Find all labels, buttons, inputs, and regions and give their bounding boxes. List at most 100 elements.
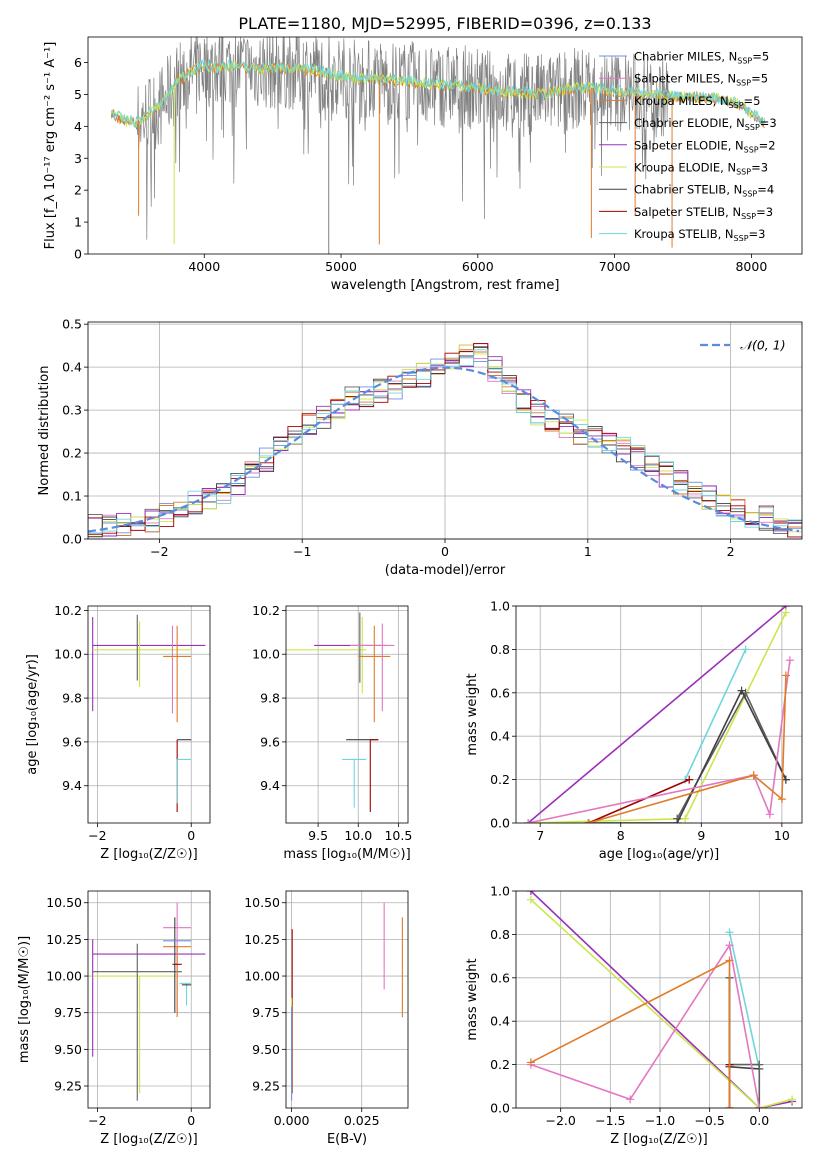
- gridlines: [88, 891, 210, 1108]
- plot-area: [286, 612, 395, 813]
- y-tick-label: 1.0: [490, 599, 510, 614]
- weight-marker-salpeter_miles: [626, 1095, 635, 1104]
- x-tick-label: 8000: [735, 259, 767, 274]
- age-vs-mass-panel: 9.5 10.0 10.5 9.4 9.6 9.8 10.0 10.2 mass [log₁₀(…: [252, 603, 412, 862]
- legend-count: =2: [759, 138, 776, 152]
- y-tick-label: 1.0: [490, 884, 510, 899]
- spectrum-panel: 4000 5000 6000 7000 8000 0 1 2 3 4 5 6 wavelength [A…: [43, 36, 803, 293]
- legend-label-gaussian: 𝒩(0, 1): [740, 338, 786, 353]
- weight-marker-chabrier_stelib: [737, 686, 746, 695]
- weight-line-kroupa_miles: [588, 675, 787, 823]
- y-tick-label: 2: [74, 183, 82, 198]
- y-tick-label: 0.4: [490, 729, 510, 744]
- legend-subscript: SSP: [742, 190, 757, 199]
- ticks: −2.0 −1.5 −1.0 −0.5 0.0 0.0 0.2 0.4 0.6 0.8 1.0: [490, 884, 769, 1129]
- y-tick-label: 10.2: [252, 603, 280, 618]
- ticks: 7 8 9 10 0.0 0.2 0.4 0.6 0.8 1.0: [490, 599, 790, 844]
- ticks: −2 −1 0 1 2 0.0 0.1 0.2 0.3 0.4 0.5: [62, 317, 734, 559]
- x-tick-label: −0.5: [694, 1113, 724, 1128]
- x-tick-label: 0.0: [749, 1113, 769, 1128]
- x-axis-label: mass [log₁₀(M/M☉)]: [283, 847, 410, 862]
- x-tick-label: 10: [774, 828, 790, 843]
- weight-marker-kroupa_stelib: [725, 928, 734, 937]
- plot-area: [291, 902, 403, 1101]
- x-tick-label: 7000: [599, 259, 631, 274]
- y-axis-label: mass weight: [465, 958, 480, 1040]
- legend-count: =3: [756, 205, 773, 219]
- y-tick-label: 9.50: [252, 1042, 280, 1057]
- weight-line-salpeter_miles: [527, 660, 791, 823]
- legend-subscript: SSP: [741, 212, 756, 221]
- ticks: 4000 5000 6000 7000 8000 0 1 2 3 4 5 6: [74, 55, 767, 274]
- legend-count: =5: [752, 50, 769, 64]
- weight-marker-salpeter_miles: [755, 1104, 764, 1108]
- y-tick-label: 0.0: [490, 816, 510, 831]
- gridlines: [88, 606, 210, 823]
- x-tick-label: −2: [150, 544, 168, 559]
- y-tick-label: 0.6: [490, 685, 510, 700]
- y-tick-label: 0.3: [62, 403, 82, 418]
- legend-subscript: SSP: [744, 145, 759, 154]
- y-axis-label: mass [log₁₀(M/M☉)]: [17, 936, 32, 1063]
- weight-marker-kroupa_stelib: [741, 645, 750, 654]
- axes-frame: [87, 890, 211, 1109]
- y-tick-label: 0.8: [490, 927, 510, 942]
- legend-subscript: SSP: [736, 79, 751, 88]
- x-tick-label: 0.025: [344, 1113, 380, 1128]
- plot-area: [88, 343, 802, 539]
- axes-frame: [87, 321, 803, 540]
- histogram-salpeter_stelib: [88, 343, 802, 539]
- x-tick-label: 0: [441, 544, 449, 559]
- y-tick-label: 9.6: [62, 734, 82, 749]
- weight-line-chabrier_stelib: [588, 688, 787, 823]
- mass-vs-ebv-panel: 0.000 0.025 9.25 9.50 9.75 10.00 10.25 10.50 E(B…: [244, 890, 409, 1147]
- weight-marker-salpeter_miles: [524, 819, 533, 823]
- y-tick-label: 9.25: [54, 1079, 82, 1094]
- plot-area: [524, 606, 794, 823]
- ticks: 9.5 10.0 10.5 9.4 9.6 9.8 10.0 10.2: [252, 603, 412, 843]
- x-tick-label: 9: [697, 828, 705, 843]
- legend-count: =3: [760, 116, 777, 130]
- axes-frame: [285, 605, 409, 824]
- x-axis-label: (data-model)/error: [385, 563, 506, 578]
- histogram-kroupa_stelib: [88, 349, 802, 539]
- plot-area: [92, 614, 206, 813]
- weight-marker-chabrier_stelib: [673, 819, 682, 823]
- plot-area: [526, 891, 797, 1108]
- legend-count: =3: [749, 227, 766, 241]
- x-axis-label: Z [log₁₀(Z/Z☉)]: [100, 1132, 197, 1147]
- observed-spectrum-line: [110, 37, 766, 240]
- y-tick-label: 10.2: [54, 603, 82, 618]
- x-tick-label: 7: [536, 828, 544, 843]
- weight-line-kroupa_stelib: [728, 932, 761, 1070]
- legend-label: Salpeter MILES, NSSP=5: [634, 72, 768, 88]
- x-axis-label: age [log₁₀(age/yr)]: [599, 847, 720, 862]
- y-tick-label: 0.4: [62, 360, 82, 375]
- legend-subscript: SSP: [736, 168, 751, 177]
- y-tick-label: 9.4: [62, 778, 82, 793]
- x-tick-label: −1.0: [645, 1113, 675, 1128]
- legend-label: Salpeter STELIB, NSSP=3: [634, 205, 773, 221]
- weight-marker-salpeter_stelib: [685, 775, 694, 784]
- weight-marker-kroupa_miles: [777, 795, 786, 804]
- y-tick-label: 9.50: [54, 1042, 82, 1057]
- y-axis-label: Flux [f_λ 10⁻¹⁷ erg cm⁻² s⁻¹ A⁻¹]: [43, 42, 58, 250]
- y-tick-label: 5: [74, 87, 82, 102]
- x-tick-label: 4000: [188, 259, 220, 274]
- x-tick-label: 1: [584, 544, 592, 559]
- weight-line-kroupa_elodie: [530, 899, 793, 1108]
- x-axis-label: wavelength [Angstrom, rest frame]: [331, 278, 560, 293]
- y-tick-label: 1: [74, 215, 82, 230]
- x-tick-label: 9.5: [308, 828, 328, 843]
- y-tick-label: 10.00: [46, 969, 82, 984]
- gridlines: [286, 606, 408, 823]
- weight-marker-kroupa_miles: [725, 1104, 734, 1108]
- y-tick-label: 10.50: [244, 895, 280, 910]
- ticks: −2 0 9.25 9.50 9.75 10.00 10.25 10.50: [46, 895, 195, 1128]
- x-tick-label: −1.5: [595, 1113, 625, 1128]
- mass-vs-metallicity-panel: −2 0 9.25 9.50 9.75 10.00 10.25 10.50 Z [log₁₀(Z…: [17, 890, 211, 1147]
- x-tick-label: 2: [727, 544, 735, 559]
- legend-label: Chabrier ELODIE, NSSP=3: [634, 116, 777, 132]
- legend-label: Kroupa MILES, NSSP=5: [634, 94, 760, 110]
